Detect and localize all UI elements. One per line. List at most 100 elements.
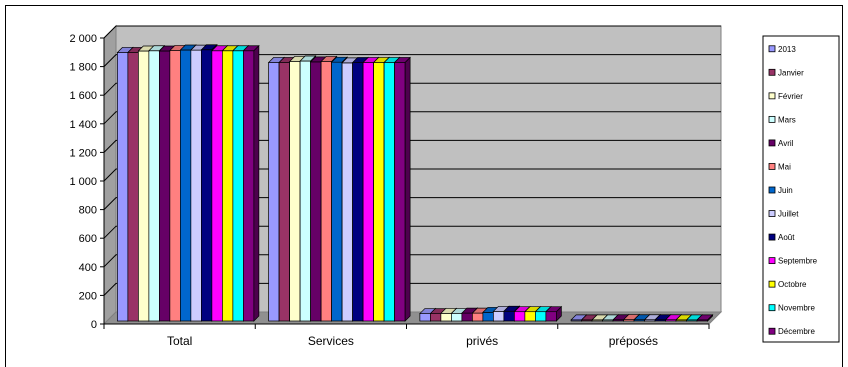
y-tick-label: 200 [79,290,97,302]
bar [169,50,181,322]
legend-label: Février [778,92,803,101]
bar-side [253,44,260,322]
bar [243,50,255,322]
y-tick-label: 400 [79,262,97,274]
bar [461,312,473,322]
bar [117,52,129,322]
bar-side [707,314,713,322]
legend-swatch [768,163,776,170]
legend: 2013 Janvier Février Mars Avril Mai Juin Juille… [762,35,840,343]
bar-side [556,305,562,322]
bar [232,50,244,322]
bar [268,62,280,322]
gridline [103,197,721,210]
bar [201,49,213,322]
legend-label: Décembre [778,327,815,336]
legend-label: Juillet [778,210,799,219]
y-tick-label: 1 200 [69,147,97,159]
bar [299,60,311,322]
bar [440,313,452,322]
gridline [103,82,721,96]
legend-label: Septembre [778,257,818,266]
legend-label: Octobre [778,280,807,289]
gridline [103,111,721,125]
y-tick-label: 800 [79,205,97,217]
bar [535,311,547,322]
bar [341,62,353,322]
y-tick-label: 1 600 [69,90,97,102]
bar [493,311,505,322]
legend-swatch [768,92,776,100]
bar [159,50,171,322]
bar [514,311,526,322]
y-tick-label: 2 000 [69,33,97,45]
legend-swatch [768,327,776,335]
legend-swatch [768,68,776,76]
gridline [103,254,721,268]
bar [503,310,515,322]
bar [222,50,234,322]
bar [373,62,385,322]
bar [310,61,322,322]
x-tick-label: préposés [609,334,658,348]
legend-label: 2013 [778,45,796,54]
bar [320,61,332,322]
gridline [103,225,721,239]
legend-swatch [768,233,776,241]
bar [362,62,374,322]
legend-swatch [768,257,776,265]
gridline [103,54,721,67]
bar [211,50,223,322]
legend-swatch [768,280,776,288]
legend-swatch [768,139,776,147]
bar [331,61,343,322]
legend-label: Août [778,233,795,242]
bar [278,62,290,322]
bar [482,312,494,322]
bar [138,50,150,322]
y-tick-label: 0 [91,319,97,331]
bar [383,62,395,322]
legend-label: Avril [778,139,794,148]
bar [394,62,406,322]
bars [116,43,714,322]
bar [524,311,536,322]
legend-swatch [768,115,776,123]
legend-label: Mai [778,162,791,171]
bar [180,49,192,322]
bar [289,61,301,322]
y-tick-label: 1 800 [69,62,97,74]
bar [430,313,442,322]
bar-side [404,56,411,322]
legend-box [762,35,840,343]
gridline [103,168,721,182]
x-tick-label: privés [466,334,498,348]
bar [148,50,160,322]
gridline [103,282,721,296]
legend-swatch [768,45,776,53]
legend-swatch [768,186,776,194]
legend-label: Mars [778,115,796,124]
legend-swatch [768,210,776,217]
legend-label: Janvier [778,68,804,77]
gridline [103,25,721,39]
bar [127,52,139,322]
y-tick-label: 600 [79,233,97,245]
bar [352,62,364,322]
legend-label: Juin [778,186,793,195]
y-tick-label: 1 000 [69,176,97,188]
axes: 0 200 400 600 800 1 000 1 200 1 400 1 600 1 800 2 … [69,33,710,348]
bar [545,311,557,322]
chart-frame [5,5,843,367]
x-tick-label: Total [167,334,192,348]
y-tick-label: 1 400 [69,119,97,131]
legend-label: Novembre [778,304,815,313]
gridline [103,139,721,153]
bar [190,49,202,322]
bar [472,312,484,322]
legend-swatch [768,304,776,312]
bar [451,313,463,322]
bar [419,313,431,322]
